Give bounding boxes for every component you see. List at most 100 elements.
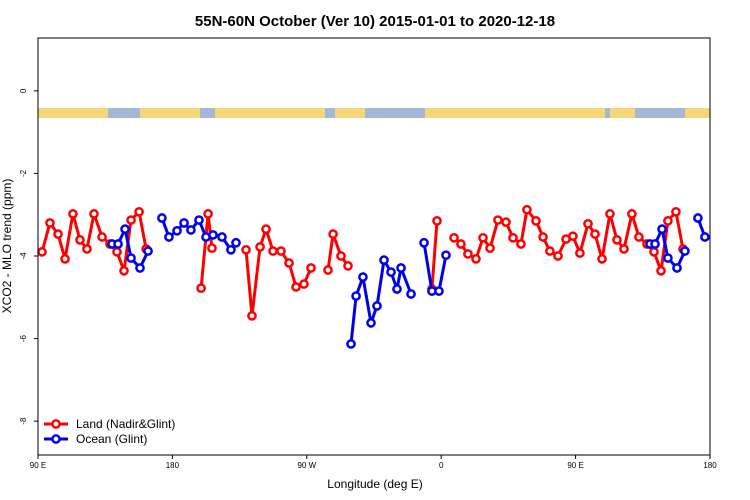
data-point — [284, 258, 294, 268]
data-point — [217, 232, 227, 242]
data-point — [276, 246, 286, 256]
y-tick-label: 0 — [19, 88, 28, 93]
data-point — [194, 215, 204, 225]
data-point — [463, 249, 473, 259]
data-point — [241, 244, 251, 255]
data-point — [432, 216, 442, 226]
data-point — [135, 263, 145, 273]
data-point — [328, 229, 338, 239]
plot-frame — [37, 37, 711, 456]
data-point — [323, 265, 333, 275]
data-point — [478, 232, 488, 243]
data-point — [113, 239, 123, 249]
data-point — [157, 213, 167, 223]
y-tick-label: -4 — [19, 252, 28, 260]
data-point — [386, 267, 396, 277]
data-point — [396, 263, 406, 273]
data-point — [164, 232, 174, 242]
data-point — [186, 225, 196, 235]
legend-marker — [51, 434, 61, 444]
data-point — [261, 224, 271, 235]
data-point — [126, 215, 136, 225]
data-point — [419, 237, 429, 248]
data-point — [627, 209, 637, 219]
data-point — [634, 232, 644, 242]
data-point — [663, 253, 673, 263]
data-point — [255, 242, 265, 252]
data-point — [612, 235, 622, 245]
data-point — [268, 246, 278, 256]
data-point — [231, 237, 241, 248]
x-tick-label: 180 — [166, 461, 180, 470]
x-tick-label: 90 W — [297, 461, 316, 470]
legend: Land (Nadir&Glint)Ocean (Glint) — [44, 417, 175, 446]
y-tick-label: -2 — [19, 169, 28, 177]
x-tick-label: 90 E — [567, 461, 583, 470]
data-point — [336, 251, 346, 261]
data-point — [657, 224, 667, 235]
legend-marker — [51, 419, 61, 429]
data-point — [501, 217, 511, 227]
chart-title: 55N-60N October (Ver 10) 2015-01-01 to 2… — [195, 13, 555, 30]
data-point — [372, 301, 382, 311]
data-point — [60, 254, 70, 264]
data-point — [531, 216, 541, 226]
data-point — [672, 263, 682, 273]
data-point — [358, 272, 368, 282]
data-point — [671, 206, 681, 217]
x-tick-label: 90 E — [30, 461, 46, 470]
data-point — [493, 215, 503, 225]
data-point — [441, 250, 451, 261]
data-point — [538, 232, 548, 242]
data-point — [196, 283, 206, 294]
data-point — [508, 232, 518, 243]
data-point — [89, 209, 99, 219]
data-point — [553, 251, 563, 261]
x-tick-label: 180 — [703, 461, 717, 470]
data-point — [656, 266, 666, 276]
data-point — [583, 218, 593, 229]
data-point — [693, 213, 703, 223]
y-axis-label: XCO2 - MLO trend (ppm) — [0, 179, 14, 314]
data-point — [545, 246, 555, 256]
data-point — [343, 261, 353, 271]
data-point — [126, 253, 136, 263]
data-point — [53, 229, 63, 239]
data-point — [522, 204, 532, 215]
data-point — [112, 247, 122, 257]
data-point — [208, 230, 218, 240]
data-point — [456, 239, 466, 249]
data-point — [203, 209, 213, 219]
data-point — [134, 206, 144, 217]
data-point — [75, 235, 85, 245]
data-point — [143, 246, 153, 256]
data-point — [68, 209, 78, 219]
legend-label: Land (Nadir&Glint) — [76, 417, 175, 431]
data-point — [226, 244, 236, 255]
plot-area — [37, 204, 710, 349]
data-point — [97, 232, 107, 242]
data-point — [471, 254, 481, 264]
data-point — [649, 247, 659, 257]
data-point — [406, 289, 416, 299]
data-point — [568, 231, 578, 242]
data-point — [680, 246, 690, 256]
data-point — [597, 254, 607, 264]
data-point — [82, 244, 92, 254]
data-point — [619, 244, 629, 254]
data-point — [590, 229, 600, 239]
data-point — [299, 279, 309, 289]
x-axis-label: Longitude (deg E) — [327, 477, 422, 491]
data-point — [650, 239, 660, 249]
map-strip — [38, 108, 710, 118]
data-point — [663, 216, 673, 226]
data-point — [485, 243, 495, 254]
data-point — [379, 255, 389, 265]
data-point — [392, 284, 402, 294]
data-point — [45, 218, 55, 228]
data-point — [37, 247, 47, 257]
data-point — [366, 318, 376, 328]
data-point — [247, 311, 257, 321]
data-point — [434, 286, 444, 296]
